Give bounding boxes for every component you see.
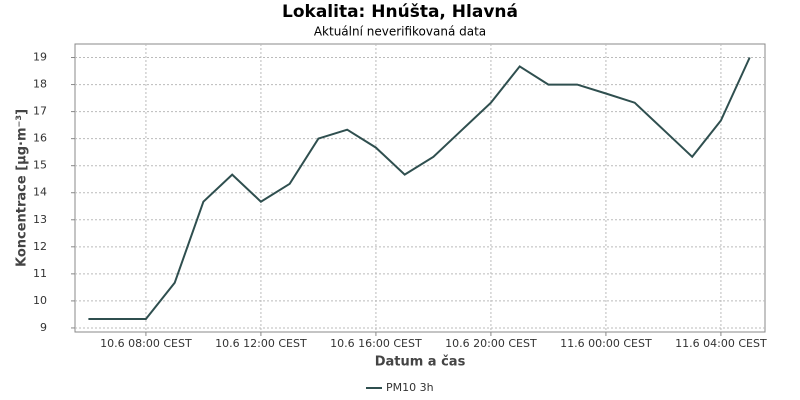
y-tick-label: 15 [33, 159, 47, 172]
y-axis-label: Koncentrace [µg·m⁻³] [15, 109, 30, 267]
y-tick-label: 12 [33, 240, 47, 253]
x-axis-label: Datum a čas [375, 355, 466, 370]
x-tick-label: 10.6 12:00 CEST [215, 337, 307, 350]
x-tick-label: 10.6 16:00 CEST [330, 337, 422, 350]
y-tick-label: 19 [33, 51, 47, 64]
legend-label: PM10 3h [386, 381, 434, 394]
y-tick-label: 10 [33, 294, 47, 307]
y-tick-label: 9 [40, 321, 47, 334]
x-tick-label: 11.6 00:00 CEST [560, 337, 652, 350]
chart-title: Lokalita: Hnúšta, Hlavná [282, 2, 518, 22]
chart-subtitle: Aktuální neverifikovaná data [314, 25, 486, 39]
y-tick-label: 13 [33, 213, 47, 226]
data-line [88, 57, 751, 320]
y-tick-label: 17 [33, 105, 47, 118]
y-tick-label: 16 [33, 132, 47, 145]
plot-area [74, 43, 766, 333]
y-tick-label: 14 [33, 186, 47, 199]
y-tick-label: 11 [33, 267, 47, 280]
y-tick-label: 18 [33, 78, 47, 91]
x-tick-label: 10.6 20:00 CEST [445, 337, 537, 350]
x-tick-label: 11.6 04:00 CEST [675, 337, 767, 350]
x-tick-label: 10.6 08:00 CEST [100, 337, 192, 350]
